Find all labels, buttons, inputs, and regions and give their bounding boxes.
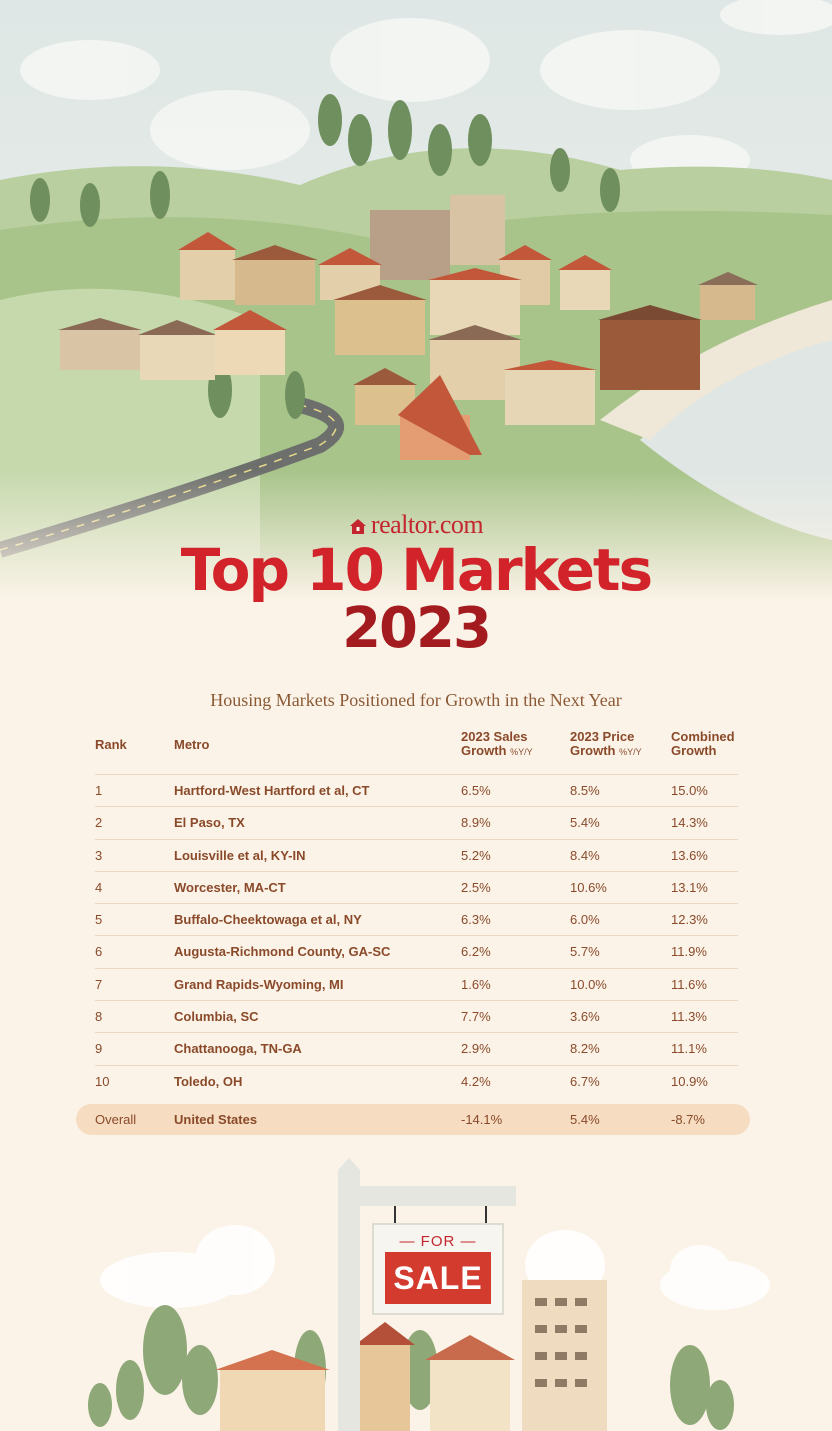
table-row: 4 Worcester, MA-CT 2.5% 10.6% 13.1% [95,872,738,905]
sign-for-text: — FOR — [399,1233,477,1250]
combined-cell: 11.6% [671,976,707,992]
page-subtitle: Housing Markets Positioned for Growth in… [210,690,622,710]
table-header: Rank Metro 2023 Sales Growth %Y/Y 2023 P… [95,728,738,775]
header-combined-growth: Combined Growth [671,730,735,758]
combined-cell: 13.6% [671,847,708,863]
combined-cell: 11.1% [671,1041,707,1057]
combined-cell: 11.9% [671,944,707,960]
price-cell: 8.5% [570,783,600,798]
header-price-line2: Growth [570,743,616,758]
metro-cell: Columbia, SC [174,1009,259,1025]
header-combined-line2: Growth [671,743,717,758]
sales-cell: 8.9% [461,815,491,831]
combined-cell: 14.3% [671,815,708,831]
overall-price: 5.4% [570,1112,600,1127]
table-row: 9 Chattanooga, TN-GA 2.9% 8.2% 11.1% [95,1033,738,1066]
combined-cell: 11.3% [671,1009,707,1025]
combined-cell: 12.3% [671,912,708,928]
price-cell: 8.4% [570,847,600,863]
header-sales-line2: Growth [461,743,507,758]
table-row: 6 Augusta-Richmond County, GA-SC 6.2% 5.… [95,936,738,969]
sales-cell: 2.9% [461,1041,491,1057]
price-cell: 10.0% [570,976,607,992]
table-row: 7 Grand Rapids-Wyoming, MI 1.6% 10.0% 11… [95,969,738,1002]
metro-cell: Buffalo-Cheektowaga et al, NY [174,912,362,928]
combined-cell: 10.9% [671,1073,708,1089]
house-icon [349,519,366,534]
rank-cell: 2 [95,815,103,831]
header-sales-growth: 2023 Sales Growth %Y/Y [461,730,533,759]
header-price-unit: %Y/Y [619,747,642,757]
combined-cell: 15.0% [671,783,708,798]
header-sales-unit: %Y/Y [510,747,533,757]
price-cell: 6.7% [570,1073,600,1089]
metro-cell: Augusta-Richmond County, GA-SC [174,944,391,960]
sales-cell: 6.3% [461,912,491,928]
table-row: 8 Columbia, SC 7.7% 3.6% 11.3% [95,1001,738,1034]
header-price-growth: 2023 Price Growth %Y/Y [570,730,642,759]
table-row: 10 Toledo, OH 4.2% 6.7% 10.9% [95,1066,738,1097]
rank-cell: 10 [95,1073,110,1089]
sales-cell: 1.6% [461,976,491,992]
rank-cell: 4 [95,879,103,895]
metro-cell: Hartford-West Hartford et al, CT [174,783,370,798]
header-rank: Rank [95,737,127,752]
metro-cell: Toledo, OH [174,1073,243,1089]
rank-cell: 9 [95,1041,103,1057]
combined-cell: 13.1% [671,879,708,895]
price-cell: 6.0% [570,912,600,928]
header-metro: Metro [174,737,210,752]
page-title-year: 2023 [342,596,492,661]
sales-cell: 7.7% [461,1009,491,1025]
rank-cell: 8 [95,1009,103,1025]
sales-cell: 4.2% [461,1073,491,1089]
price-cell: 5.4% [570,815,600,831]
price-cell: 10.6% [570,879,607,895]
table-row: 1 Hartford-West Hartford et al, CT 6.5% … [95,775,738,808]
rank-cell: 7 [95,976,103,992]
header-combined-line1: Combined [671,729,735,744]
sales-cell: 6.5% [461,783,491,798]
metro-cell: Chattanooga, TN-GA [174,1041,302,1057]
sales-cell: 2.5% [461,879,491,895]
hero-town-illustration [0,0,832,600]
price-cell: 8.2% [570,1041,600,1057]
sign-sale-text: SALE [385,1252,491,1304]
markets-table: Rank Metro 2023 Sales Growth %Y/Y 2023 P… [95,728,738,1097]
rank-cell: 1 [95,783,103,798]
sales-cell: 5.2% [461,847,491,863]
logo-text: realtor.com [370,510,484,539]
metro-cell: Grand Rapids-Wyoming, MI [174,976,344,992]
metro-cell: El Paso, TX [174,815,245,831]
table-row: 3 Louisville et al, KY-IN 5.2% 8.4% 13.6… [95,840,738,872]
price-cell: 3.6% [570,1009,600,1025]
price-cell: 5.7% [570,944,600,960]
page-title: Top 10 Markets [180,536,653,604]
overall-label: Overall [95,1112,137,1127]
header-sales-line1: 2023 Sales [461,729,528,744]
sales-cell: 6.2% [461,944,491,960]
metro-cell: Worcester, MA-CT [174,879,286,895]
header-price-line1: 2023 Price [570,729,635,744]
rank-cell: 6 [95,944,103,960]
realtor-logo: realtor.com [0,510,832,540]
rank-cell: 3 [95,847,103,863]
metro-cell: Louisville et al, KY-IN [174,847,306,863]
overall-sales: -14.1% [461,1112,503,1127]
overall-row: Overall United States -14.1% 5.4% -8.7% [76,1104,750,1135]
table-row: 5 Buffalo-Cheektowaga et al, NY 6.3% 6.0… [95,904,738,937]
overall-metro: United States [174,1112,258,1127]
table-row: 2 El Paso, TX 8.9% 5.4% 14.3% [95,807,738,840]
rank-cell: 5 [95,912,103,928]
overall-combined: -8.7% [671,1112,705,1127]
